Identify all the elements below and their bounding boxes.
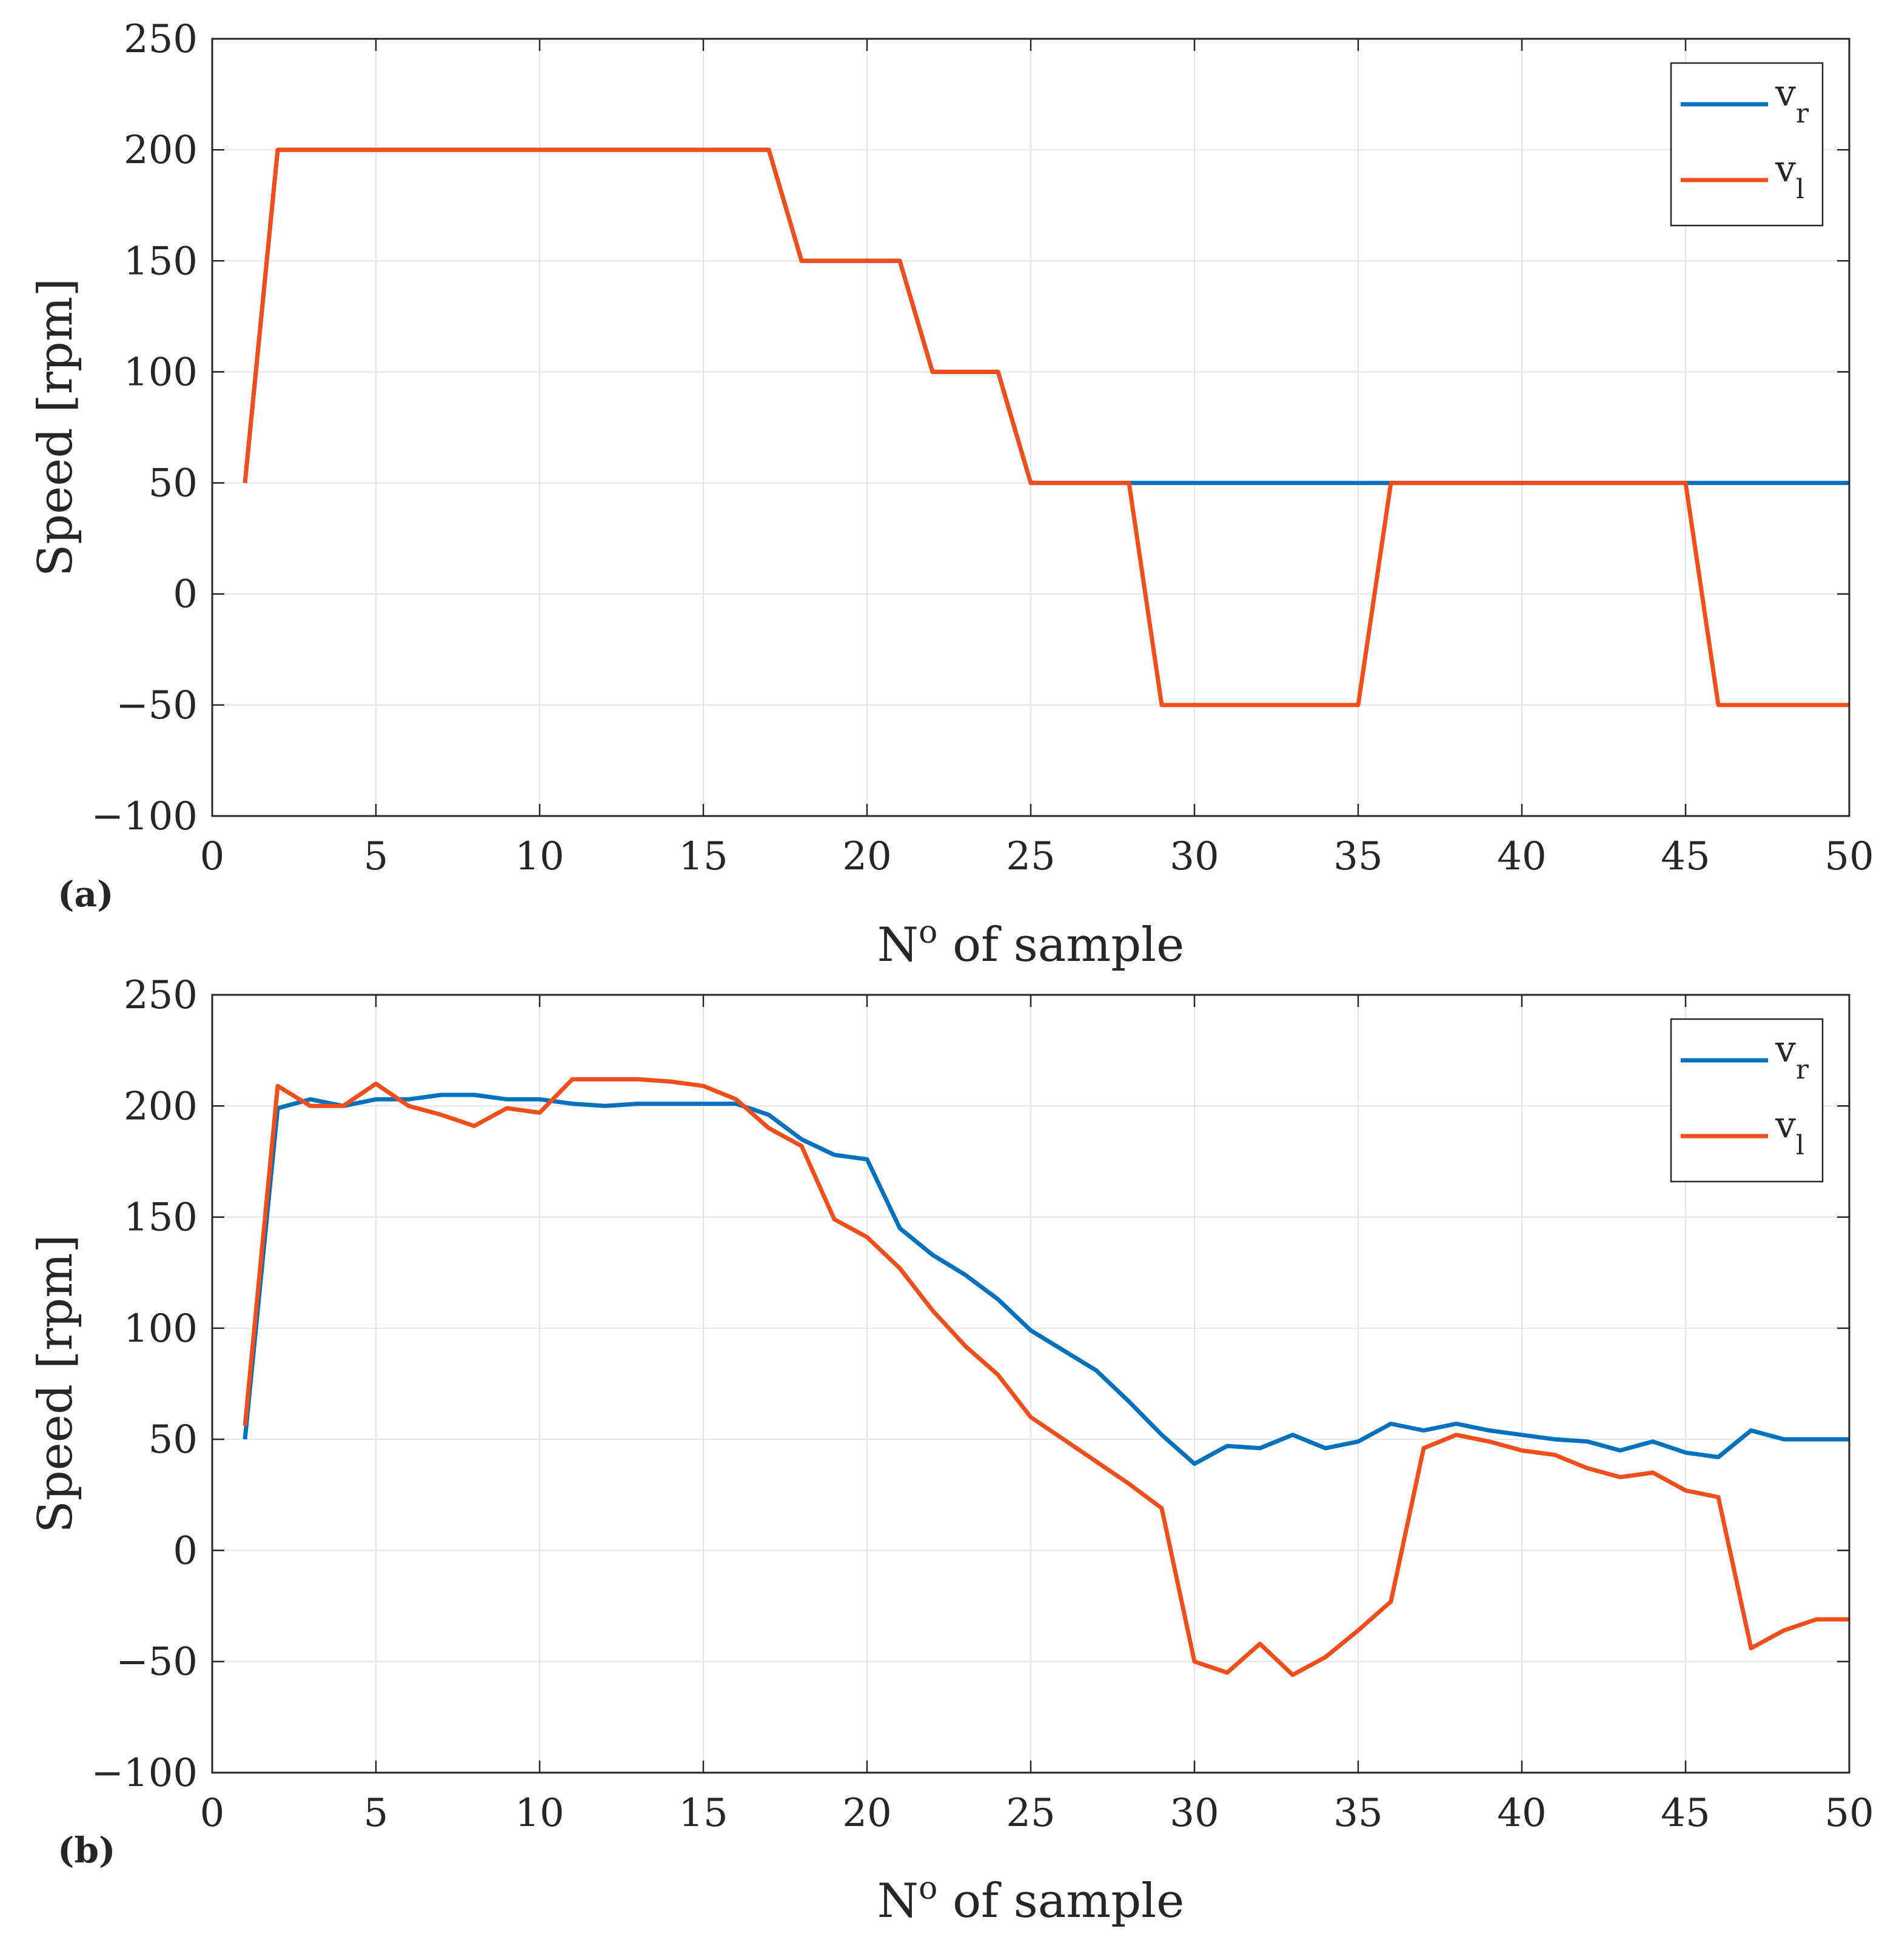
y-tick-label: 0: [173, 1528, 198, 1573]
panel-label: (a): [58, 874, 113, 915]
legend: vr vl: [1670, 1018, 1824, 1183]
series-line-vl: [243, 147, 1849, 707]
series-line-vl: [243, 1077, 1849, 1677]
x-tick-label: 30: [1170, 1791, 1219, 1836]
x-tick-label: 40: [1497, 1791, 1546, 1836]
legend-label-vr: vr: [1775, 72, 1809, 129]
y-tick-label: 50: [149, 1417, 198, 1462]
y-axis-label: Speed [rpm]: [28, 278, 83, 577]
x-axis-label: No of sample: [877, 1870, 1185, 1928]
y-tick-label: 250: [124, 17, 198, 62]
y-axis-label: Speed [rpm]: [28, 1234, 83, 1533]
y-tick-label: −100: [91, 794, 198, 839]
x-tick-label: 45: [1661, 834, 1710, 879]
legend-label-vl: vl: [1775, 148, 1804, 205]
x-tick-label: 30: [1170, 834, 1219, 879]
chart-panel-1: 0 5 10 15 20 25 30 35 40 45 50 250 200 150 100 50 0 −50 −1…: [28, 17, 1874, 972]
series-line-vr: [243, 1092, 1849, 1466]
y-tick-label: 200: [124, 1084, 198, 1129]
y-tick-label: 150: [124, 1196, 198, 1240]
y-tick-label: −50: [116, 1640, 198, 1685]
x-axis-label: No of sample: [877, 914, 1185, 972]
x-tick-label: 10: [515, 834, 564, 879]
y-tick-label: 0: [173, 572, 198, 617]
x-tick-label: 50: [1824, 834, 1874, 879]
y-tick-label: 50: [149, 461, 198, 506]
y-tick-label: 100: [124, 350, 198, 395]
legend-box: [1670, 1018, 1824, 1183]
legend-box: [1670, 62, 1824, 227]
y-tick-label: −50: [116, 683, 198, 728]
chart-panel-2: 0 5 10 15 20 25 30 35 40 45 50 250 200 150 100 50 0 −50 −1…: [28, 973, 1874, 1928]
x-tick-label: 25: [1006, 1791, 1055, 1836]
x-tick-label: 35: [1333, 834, 1382, 879]
x-tick-label: 40: [1497, 834, 1546, 879]
x-tick-label: 5: [364, 834, 389, 879]
x-tick-label: 5: [364, 1791, 389, 1836]
x-tick-label: 0: [200, 1791, 225, 1836]
y-tick-label: 100: [124, 1306, 198, 1351]
y-tick-label: 200: [124, 128, 198, 173]
x-tick-label: 15: [678, 834, 728, 879]
axes-frame: [211, 38, 1850, 817]
x-tick-label: 35: [1333, 1791, 1382, 1836]
panel-label: (b): [58, 1830, 115, 1871]
x-tick-label: 20: [842, 834, 891, 879]
axes-frame: [211, 994, 1850, 1774]
x-tick-label: 45: [1661, 1791, 1710, 1836]
legend: vr vl: [1670, 62, 1824, 227]
x-tick-label: 25: [1006, 834, 1055, 879]
y-tick-label: −100: [91, 1751, 198, 1796]
legend-label-vl: vl: [1775, 1104, 1804, 1161]
x-tick-label: 20: [842, 1791, 891, 1836]
x-tick-label: 50: [1824, 1791, 1874, 1836]
x-tick-label: 0: [200, 834, 225, 879]
legend-label-vr: vr: [1775, 1028, 1809, 1085]
y-tick-label: 150: [124, 239, 198, 284]
x-tick-label: 15: [678, 1791, 728, 1836]
y-tick-label: 250: [124, 973, 198, 1018]
x-tick-label: 10: [515, 1791, 564, 1836]
